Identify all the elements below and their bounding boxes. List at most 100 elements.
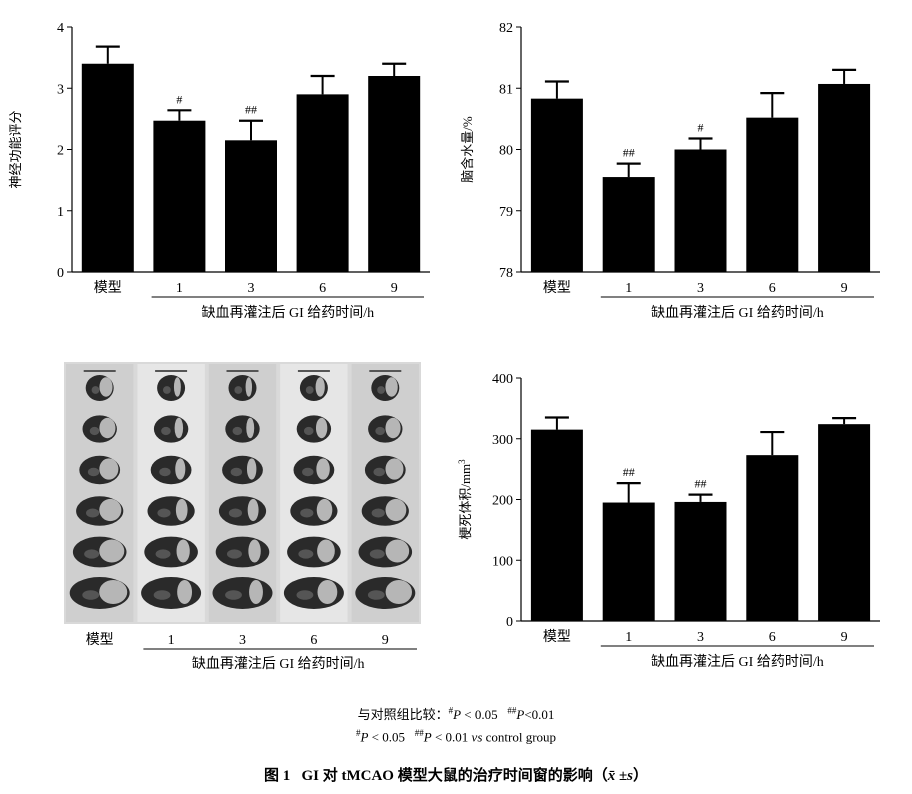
- brain-slice-ventricle: [89, 426, 100, 436]
- brain-slice-ventricle: [367, 590, 385, 600]
- infarct-area: [174, 417, 184, 439]
- chart2-x-tick-label: 6: [769, 630, 776, 645]
- note-threshold-2: <0.01: [524, 707, 555, 722]
- brain-slice-ventricle: [302, 467, 314, 477]
- brain-slice-ventricle: [159, 467, 171, 477]
- chart1-x-axis-label: 缺血再灌注后 GI 给药时间/h: [651, 305, 824, 321]
- chart2-y-tick-label: 200: [492, 494, 513, 509]
- infarct-area: [315, 377, 325, 397]
- infarct-area: [385, 377, 398, 397]
- chart0-y-tick-label: 0: [57, 266, 64, 281]
- chart0-significance-mark: ##: [245, 103, 257, 117]
- photo-x-axis-label: 缺血再灌注后 GI 给药时间/h: [192, 656, 365, 672]
- chart0-bar: [296, 94, 349, 272]
- chart0-y-tick-label: 4: [57, 21, 64, 36]
- chart0-x-axis-label: 缺血再灌注后 GI 给药时间/h: [201, 305, 374, 321]
- chart1-bar: [746, 117, 799, 273]
- note-p-1: P: [453, 707, 462, 722]
- chart2-bar: [746, 455, 799, 621]
- infarct-area: [385, 458, 404, 480]
- brain-slice-ventricle: [230, 467, 243, 477]
- brain-slice: [157, 375, 186, 401]
- chart2-bar: [818, 424, 871, 621]
- chart1-x-tick-label: 模型: [543, 280, 571, 296]
- brain-slice-ventricle: [373, 467, 385, 477]
- chart2-bar: [530, 429, 583, 621]
- chart0-x-tick-label: 3: [248, 281, 255, 296]
- photo-x-tick-label: 9: [382, 633, 389, 648]
- significance-note-zh: 与对照组比较：#P < 0.05 ##P<0.01: [0, 704, 912, 723]
- brain-slice: [218, 496, 267, 526]
- infarct-area: [317, 539, 335, 563]
- chart0-x-tick-label: 模型: [94, 280, 122, 296]
- brain-slice-ventricle: [303, 426, 314, 436]
- chart1-significance-mark: #: [698, 120, 704, 134]
- infarct-area: [385, 539, 410, 563]
- infarct-area: [177, 580, 193, 604]
- chart2-x-tick-label: 3: [697, 630, 704, 645]
- chart1-y-tick-label: 79: [499, 205, 513, 220]
- note-p-2: P: [516, 707, 525, 722]
- chart0-x-tick-label: 6: [319, 281, 326, 296]
- chart2-y-tick-label: 400: [492, 372, 513, 387]
- infarct-area: [99, 498, 122, 522]
- brain-slice-ventricle: [91, 386, 100, 394]
- note-control-group: control group: [485, 729, 557, 745]
- infarct-area: [249, 580, 263, 604]
- note-threshold-1: < 0.05: [464, 707, 498, 722]
- brain-slice: [215, 536, 270, 568]
- photo-x-tick-label: 3: [239, 633, 246, 648]
- chart2-significance-mark: ##: [695, 477, 707, 491]
- brain-slice: [147, 496, 195, 526]
- brain-slice: [222, 455, 263, 485]
- infarct-area: [385, 580, 412, 604]
- infarct-area: [316, 498, 333, 522]
- infarct-area: [99, 417, 116, 439]
- brain-slice: [153, 415, 189, 443]
- brain-slice-ventricle: [369, 549, 385, 559]
- photo-x-tick-label: 6: [310, 633, 317, 648]
- infarct-area: [99, 377, 113, 397]
- chart2-x-tick-label: 模型: [543, 629, 571, 645]
- chart1-bar: [602, 177, 655, 272]
- chart1-y-axis-label: 脑含水量/%: [460, 116, 475, 183]
- infarct-area: [246, 458, 257, 480]
- caption-stat: x̄ ±s: [607, 768, 634, 784]
- brain-slice-ventricle: [84, 549, 100, 559]
- chart0-bar: [368, 76, 421, 272]
- brain-slice-ventricle: [228, 508, 243, 518]
- chart2-y-tick-label: 0: [506, 615, 513, 630]
- chart1-y-tick-label: 78: [499, 266, 513, 281]
- note-mark-1: #: [448, 705, 454, 716]
- chart1-x-tick-label: 6: [769, 281, 776, 296]
- chart0-y-tick-label: 2: [57, 144, 64, 159]
- infarct-area: [317, 580, 338, 604]
- brain-slice-ventricle: [232, 426, 243, 436]
- caption-close: ）: [633, 768, 649, 784]
- note-en-p-2: P: [423, 729, 432, 745]
- brain-slice-scale-mark: [369, 370, 402, 372]
- brain-slice-scale-mark: [83, 370, 116, 372]
- brain-slice-ventricle: [298, 549, 314, 559]
- brain-slice-ventricle: [225, 590, 242, 600]
- significance-note-en: #P < 0.05 ##P < 0.01 vs control group: [0, 728, 912, 745]
- chart1-x-tick-label: 3: [697, 281, 704, 296]
- infarct-area: [176, 539, 190, 563]
- infarct-area: [175, 498, 188, 522]
- brain-slice: [228, 375, 257, 401]
- brain-slice-ventricle: [296, 590, 314, 600]
- chart2-significance-mark: ##: [623, 465, 635, 479]
- photo-x-tick-label: 1: [168, 633, 175, 648]
- chart2-y-axis-label-sup: 3: [457, 459, 467, 464]
- chart2-x-tick-label: 1: [625, 630, 632, 645]
- chart0-y-tick-label: 3: [57, 82, 64, 97]
- brain-slice-scale-mark: [155, 370, 188, 372]
- chart2-y-tick-label: 300: [492, 433, 513, 448]
- brain-slice-ventricle: [87, 467, 100, 477]
- infarct-area: [99, 458, 119, 480]
- chart0-x-tick-label: 1: [176, 281, 183, 296]
- brain-slice-scale-mark: [226, 370, 259, 372]
- chart2-bar: [674, 501, 727, 621]
- brain-slice-ventricle: [162, 386, 171, 394]
- infarct-area: [247, 498, 259, 522]
